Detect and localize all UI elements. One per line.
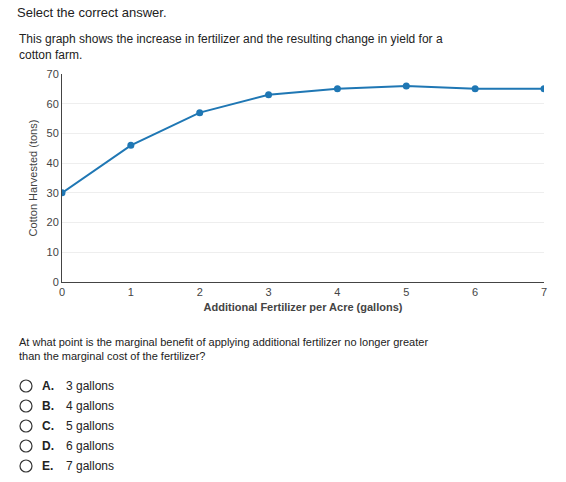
svg-text:3: 3 <box>266 286 272 298</box>
svg-text:3 gallons: 3 gallons <box>66 379 114 393</box>
svg-text:D.: D. <box>42 439 54 453</box>
svg-text:6 gallons: 6 gallons <box>66 439 114 453</box>
svg-text:C.: C. <box>42 419 54 433</box>
svg-text:E.: E. <box>42 459 53 473</box>
svg-text:6: 6 <box>472 286 478 298</box>
svg-text:At what point is the marginal: At what point is the marginal benefit of… <box>19 336 428 362</box>
svg-text:5: 5 <box>403 286 409 298</box>
svg-text:0: 0 <box>59 286 65 298</box>
svg-text:0: 0 <box>53 276 59 288</box>
svg-text:This graph shows the increase: This graph shows the increase in fertili… <box>19 32 443 62</box>
svg-text:30: 30 <box>47 187 59 199</box>
svg-text:1: 1 <box>128 286 134 298</box>
svg-text:70: 70 <box>47 68 59 80</box>
svg-text:50: 50 <box>47 127 59 139</box>
svg-text:7 gallons: 7 gallons <box>66 459 114 473</box>
svg-text:2: 2 <box>197 286 203 298</box>
svg-text:Cotton Harvested (tons): Cotton Harvested (tons) <box>27 120 39 237</box>
svg-text:60: 60 <box>47 98 59 110</box>
svg-text:Select the correct answer.: Select the correct answer. <box>17 5 167 20</box>
svg-text:7: 7 <box>541 286 547 298</box>
svg-text:A.: A. <box>42 379 54 393</box>
svg-text:5 gallons: 5 gallons <box>66 419 114 433</box>
svg-text:40: 40 <box>47 157 59 169</box>
svg-text:Additional Fertilizer per Acre: Additional Fertilizer per Acre (gallons) <box>204 301 403 313</box>
svg-text:4 gallons: 4 gallons <box>66 399 114 413</box>
svg-text:20: 20 <box>47 216 59 228</box>
svg-text:4: 4 <box>334 286 340 298</box>
svg-text:B.: B. <box>42 399 54 413</box>
svg-text:10: 10 <box>47 246 59 258</box>
